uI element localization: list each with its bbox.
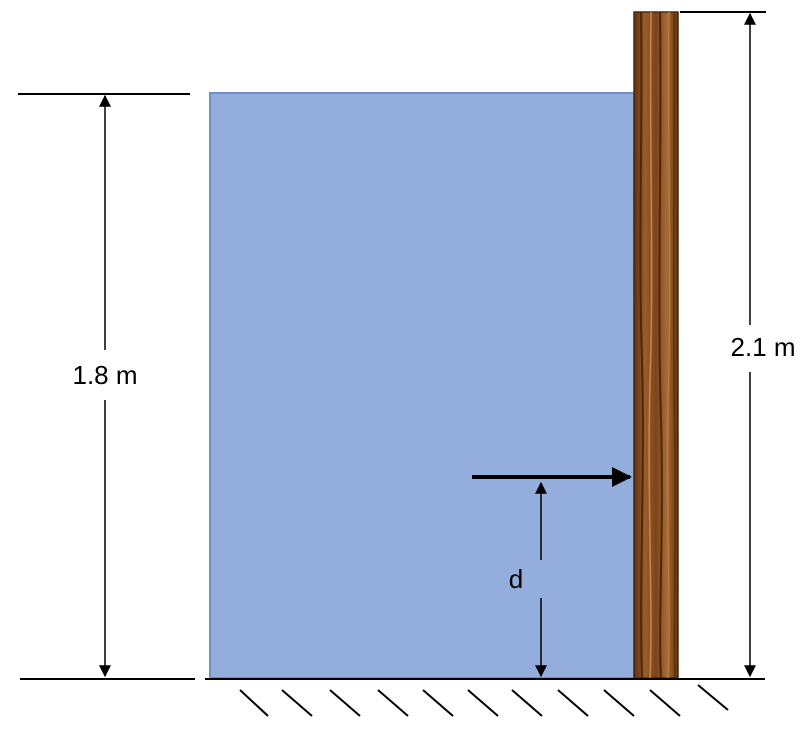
wooden-wall — [633, 11, 679, 679]
force-location-label: d — [509, 564, 523, 594]
water-height-label: 1.8 m — [72, 360, 137, 390]
water-region — [209, 92, 635, 679]
ground-hatching — [239, 684, 729, 717]
wall-height-label: 2.1 m — [730, 332, 795, 362]
